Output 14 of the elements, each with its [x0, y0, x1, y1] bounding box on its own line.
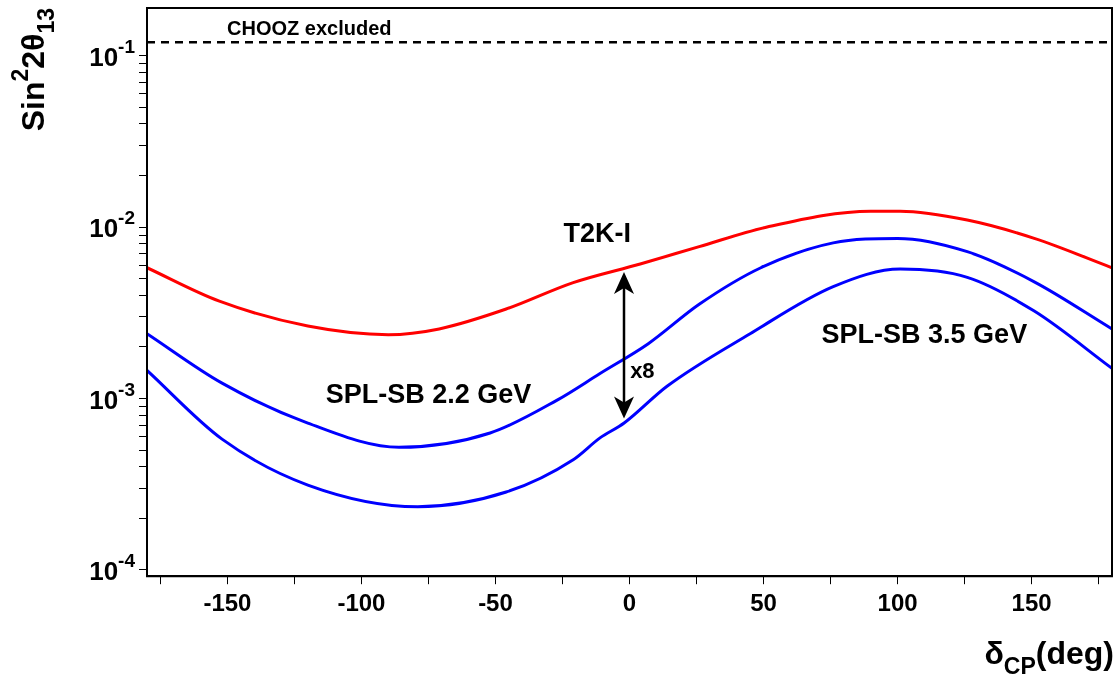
- x-tick-label: 100: [877, 589, 918, 617]
- line-series: [147, 267, 1112, 509]
- series-label: SPL-SB 2.2 GeV: [325, 378, 532, 409]
- ref-line-label: CHOOZ excluded: [227, 17, 392, 40]
- series-label: T2K-I: [563, 217, 632, 248]
- x-tick-label: -50: [478, 589, 513, 617]
- annotation: x8: [630, 358, 655, 383]
- x-tick-label: -150: [203, 589, 252, 617]
- series-label: SPL-SB 3.5 GeV: [821, 319, 1028, 350]
- y-axis-title: Sin22θ13: [7, 7, 59, 132]
- x-tick-label: -100: [337, 589, 386, 617]
- x-tick-label: 150: [1011, 589, 1052, 617]
- x-tick-label: 50: [750, 589, 777, 617]
- x-tick-label: 0: [622, 589, 637, 617]
